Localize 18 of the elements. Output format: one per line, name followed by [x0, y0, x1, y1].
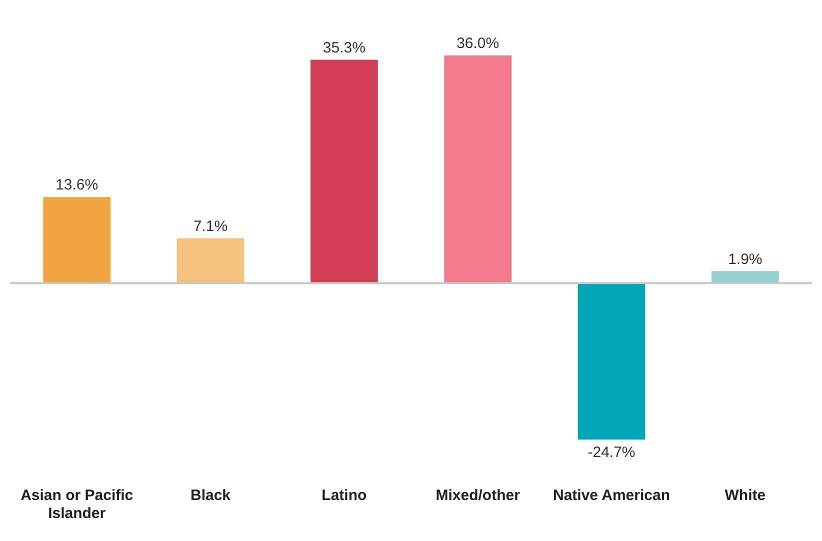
bar	[176, 238, 244, 284]
data-label: 1.9%	[728, 250, 762, 268]
bar	[711, 271, 779, 284]
x-tick-label: Asian or Pacific Islander	[20, 487, 134, 522]
x-tick-label: Mixed/other	[436, 487, 520, 504]
bar	[43, 197, 111, 284]
x-tick-label: Black	[190, 487, 232, 504]
data-label: 35.3%	[322, 39, 366, 56]
bar	[310, 60, 378, 284]
bar	[578, 283, 646, 440]
x-tick-label: Native American	[553, 487, 670, 504]
data-label: 36.0%	[456, 34, 500, 52]
data-label: -24.7%	[588, 444, 636, 462]
data-label: 7.1%	[193, 218, 228, 235]
bar	[444, 55, 512, 284]
x-tick-label: White	[724, 487, 766, 504]
data-label: 13.6%	[56, 176, 98, 194]
x-tick-label: Latino	[322, 487, 367, 504]
